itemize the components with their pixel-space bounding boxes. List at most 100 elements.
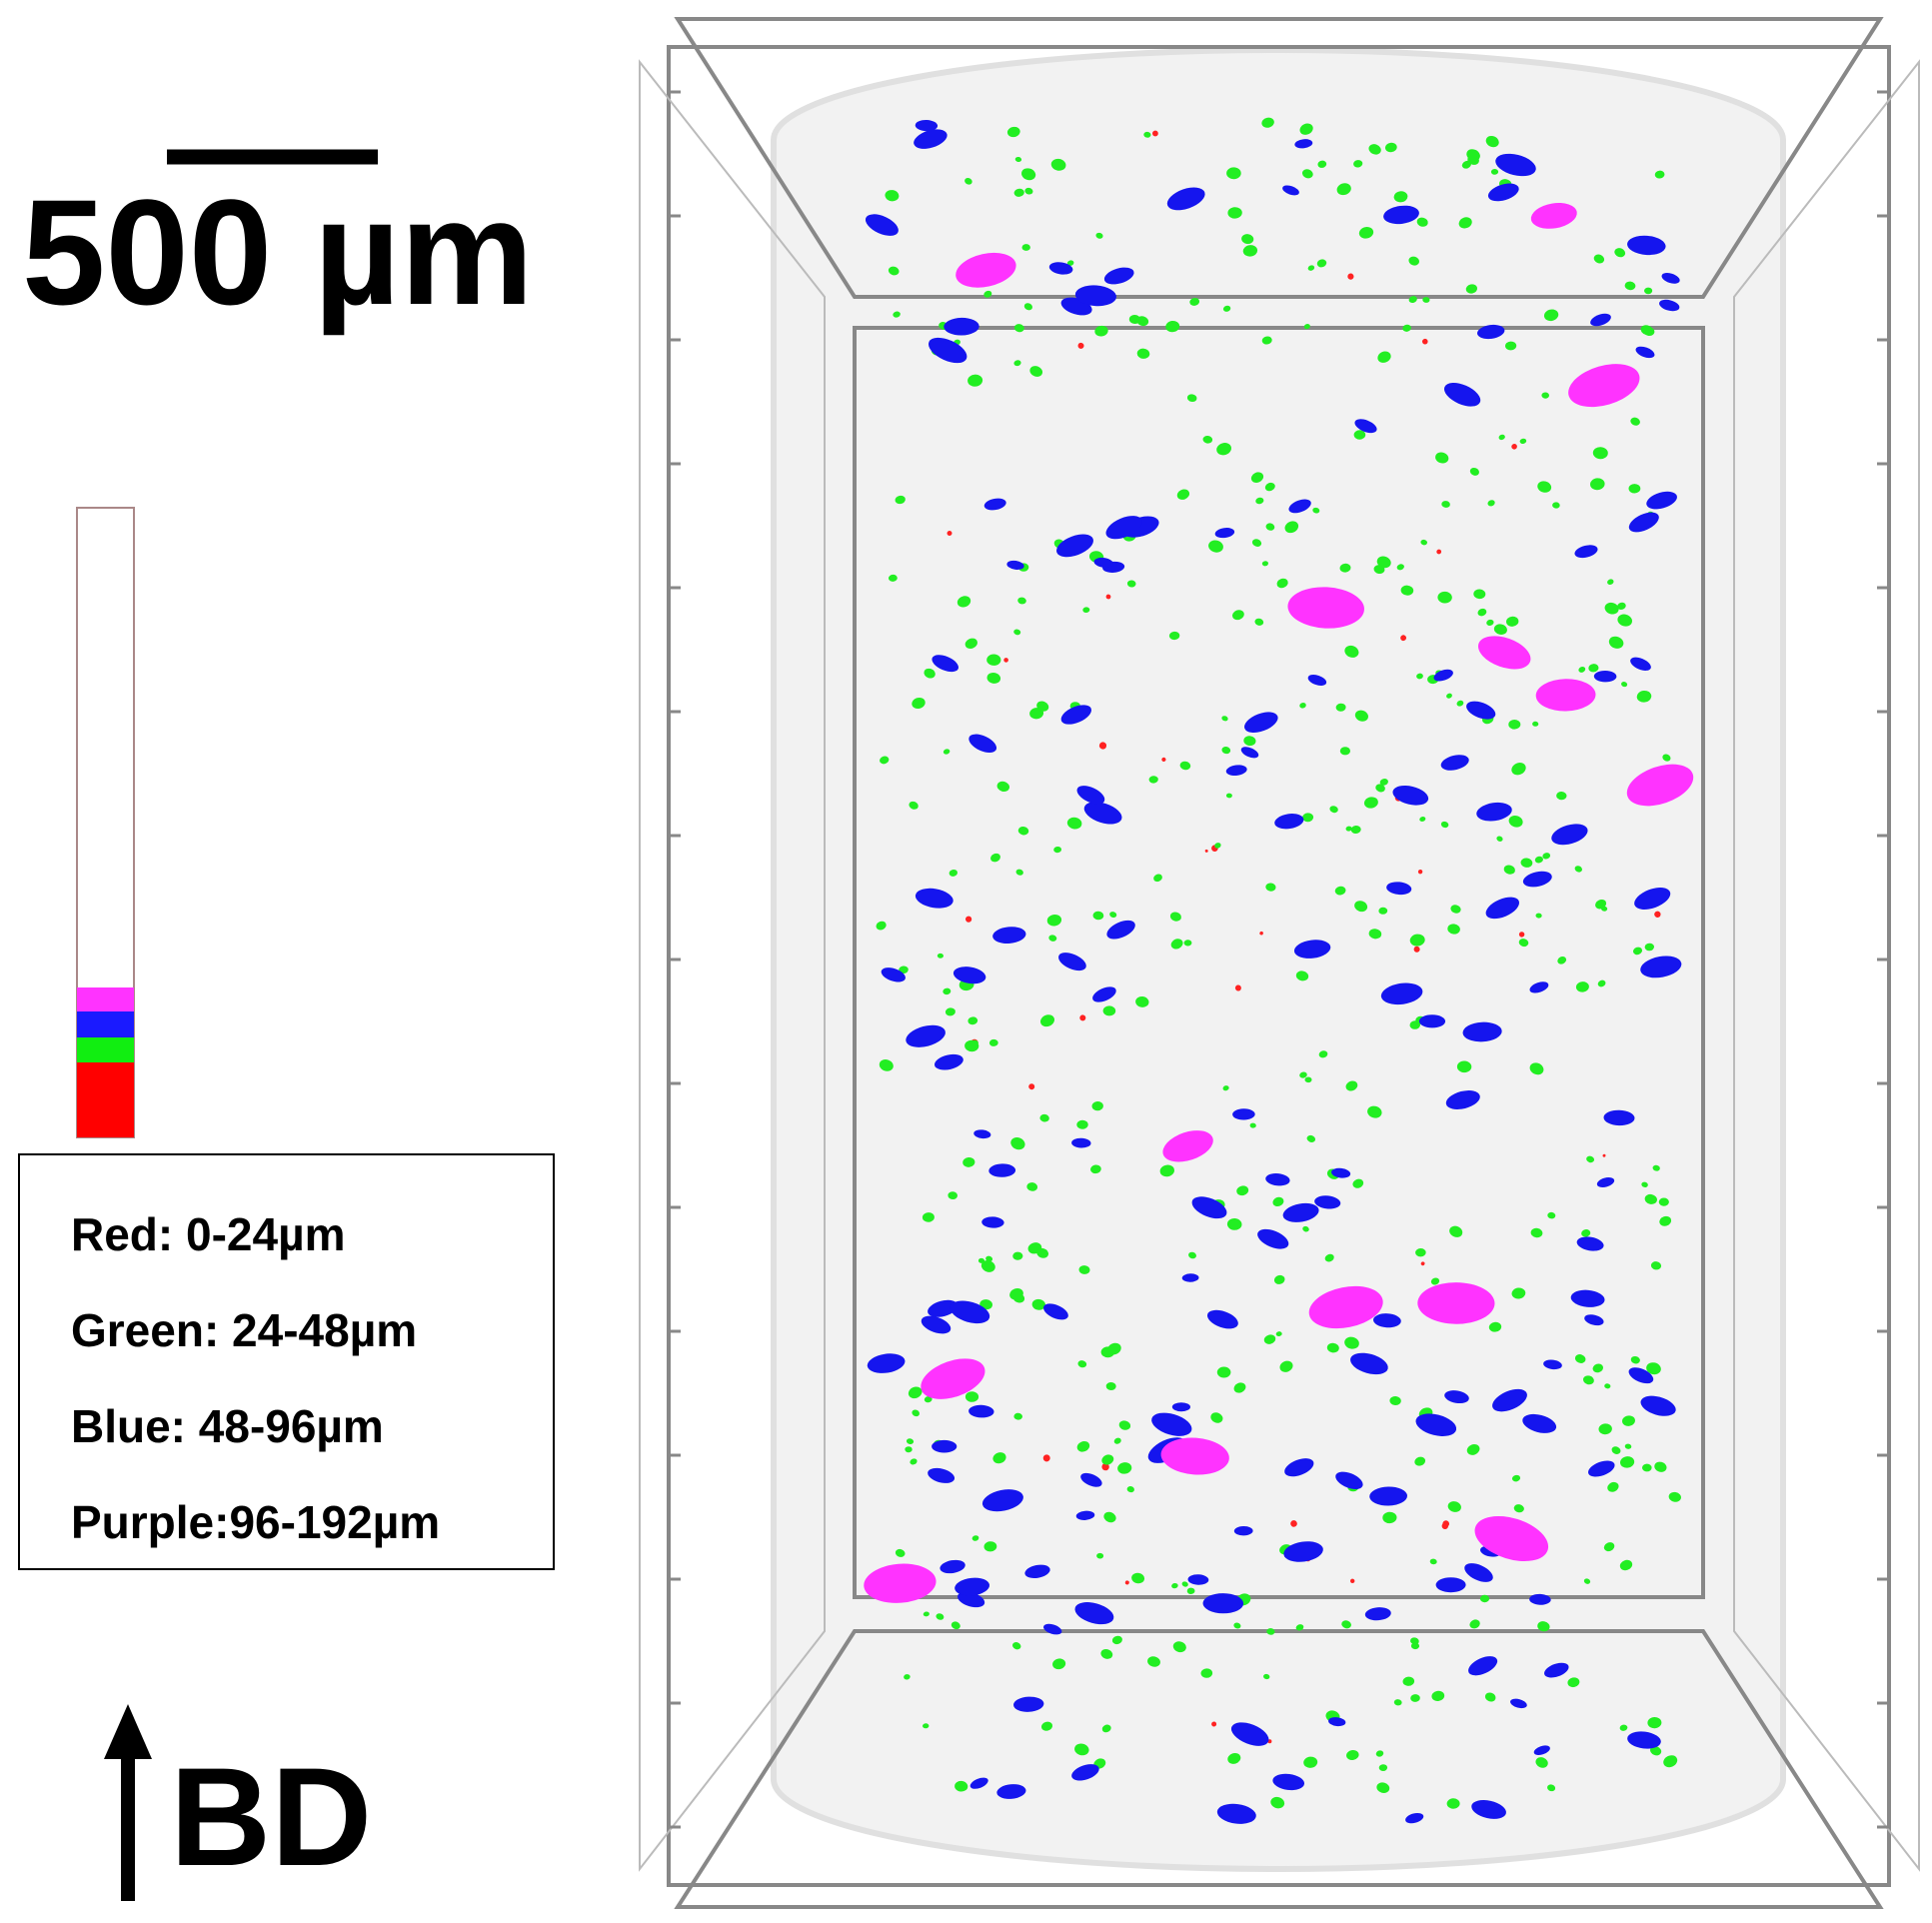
pore-purple bbox=[1160, 1437, 1229, 1475]
pore-green bbox=[893, 311, 901, 318]
pore-red bbox=[1442, 1520, 1449, 1527]
pore-red bbox=[1654, 911, 1661, 918]
pore-blue bbox=[915, 119, 939, 132]
pore-green bbox=[1473, 589, 1486, 600]
pore-red bbox=[1259, 931, 1263, 936]
pore-green bbox=[1100, 1346, 1115, 1358]
pore-green bbox=[1437, 591, 1452, 604]
pore-green bbox=[1647, 1716, 1662, 1729]
box-right bbox=[1733, 59, 1920, 1872]
pore-blue bbox=[1659, 299, 1680, 312]
pore-blue bbox=[1529, 1593, 1551, 1605]
pore-blue bbox=[1233, 1525, 1253, 1536]
pore-blue bbox=[1071, 1137, 1091, 1148]
pore-green bbox=[1402, 1676, 1415, 1686]
pore-blue bbox=[1492, 1388, 1527, 1412]
pore-green bbox=[1136, 316, 1149, 327]
pore-blue bbox=[996, 1784, 1026, 1799]
pore-blue bbox=[1240, 747, 1259, 759]
pore-purple bbox=[1568, 364, 1640, 408]
pore-blue bbox=[1635, 346, 1655, 359]
pore-green bbox=[1136, 348, 1150, 359]
pore-blue bbox=[906, 1024, 946, 1047]
box-left bbox=[639, 59, 826, 1872]
pore-blue bbox=[955, 1577, 990, 1596]
pore-green bbox=[1604, 1383, 1611, 1389]
pore-green bbox=[980, 1260, 995, 1272]
pore-green bbox=[1039, 1014, 1055, 1027]
pore-green bbox=[1410, 1694, 1420, 1702]
pore-green bbox=[1402, 324, 1411, 332]
pore-green bbox=[1076, 1119, 1088, 1129]
pore-red bbox=[1347, 273, 1354, 280]
pore-green bbox=[908, 1386, 923, 1399]
pore-green bbox=[937, 953, 944, 959]
pore-green bbox=[1456, 1060, 1472, 1073]
pore-green bbox=[1052, 1658, 1066, 1670]
pore-green bbox=[1419, 817, 1426, 822]
pore-green bbox=[1341, 1620, 1351, 1629]
pore-green bbox=[1279, 1360, 1293, 1372]
pore-blue bbox=[1076, 786, 1105, 805]
pore-blue bbox=[1433, 669, 1453, 682]
pore-green bbox=[1284, 521, 1299, 534]
pore-green bbox=[1532, 721, 1539, 727]
pore-green bbox=[1547, 1211, 1556, 1219]
pore-green bbox=[1066, 260, 1074, 266]
pore-green bbox=[1607, 579, 1614, 586]
pore-green bbox=[1090, 1164, 1101, 1174]
pore-blue bbox=[1640, 956, 1682, 978]
pore-green bbox=[1227, 1752, 1241, 1764]
pore-green bbox=[1017, 826, 1029, 836]
pore-blue bbox=[1380, 982, 1423, 1005]
pore-green bbox=[1304, 1076, 1312, 1083]
pore-green bbox=[1529, 1062, 1544, 1075]
pore-green bbox=[1299, 703, 1306, 709]
pore-green bbox=[1111, 1635, 1122, 1645]
pore-red bbox=[1400, 635, 1406, 642]
pore-red bbox=[1161, 757, 1166, 763]
pore-green bbox=[1082, 607, 1090, 614]
pore-green bbox=[1317, 160, 1327, 168]
pore-green bbox=[1368, 144, 1381, 155]
pore-green bbox=[1487, 500, 1495, 507]
pore-green bbox=[1159, 1164, 1174, 1177]
pore-green bbox=[1270, 1796, 1285, 1809]
pore-green bbox=[879, 1059, 894, 1071]
pore-green bbox=[1053, 846, 1061, 854]
pore-purple bbox=[921, 1358, 985, 1399]
pore-green bbox=[1265, 883, 1276, 892]
pore-green bbox=[924, 1395, 933, 1403]
pore-blue bbox=[1288, 499, 1311, 514]
pore-green bbox=[1490, 168, 1499, 175]
pore-green bbox=[1632, 947, 1643, 956]
pore-blue bbox=[1093, 557, 1114, 569]
pore-green bbox=[1663, 1755, 1678, 1768]
pore-red bbox=[1077, 342, 1084, 349]
pore-green bbox=[957, 596, 971, 608]
pore-blue bbox=[865, 214, 899, 236]
legend-entry: Purple:96-192µm bbox=[71, 1496, 440, 1548]
pore-green bbox=[1236, 1185, 1249, 1196]
pore-green bbox=[1261, 561, 1268, 567]
pore-green bbox=[1103, 1511, 1116, 1523]
pore-green bbox=[1013, 188, 1024, 197]
pore-blue bbox=[1171, 1402, 1190, 1412]
pore-green bbox=[1024, 187, 1033, 195]
pore-red bbox=[1234, 984, 1241, 991]
pore-green bbox=[1344, 645, 1359, 658]
pore-green bbox=[1556, 791, 1567, 801]
pore-green bbox=[967, 1016, 978, 1025]
pore-green bbox=[1339, 563, 1351, 573]
pore-green bbox=[1225, 793, 1232, 799]
pore-blue bbox=[1593, 670, 1617, 683]
pore-blue bbox=[1048, 262, 1073, 275]
pore-green bbox=[1263, 1673, 1270, 1680]
pore-green bbox=[1017, 597, 1026, 605]
pore-green bbox=[1376, 556, 1391, 569]
pore-green bbox=[909, 801, 919, 810]
pore-green bbox=[1511, 1287, 1526, 1299]
pore-green bbox=[1006, 126, 1020, 138]
pore-green bbox=[1012, 1251, 1023, 1260]
